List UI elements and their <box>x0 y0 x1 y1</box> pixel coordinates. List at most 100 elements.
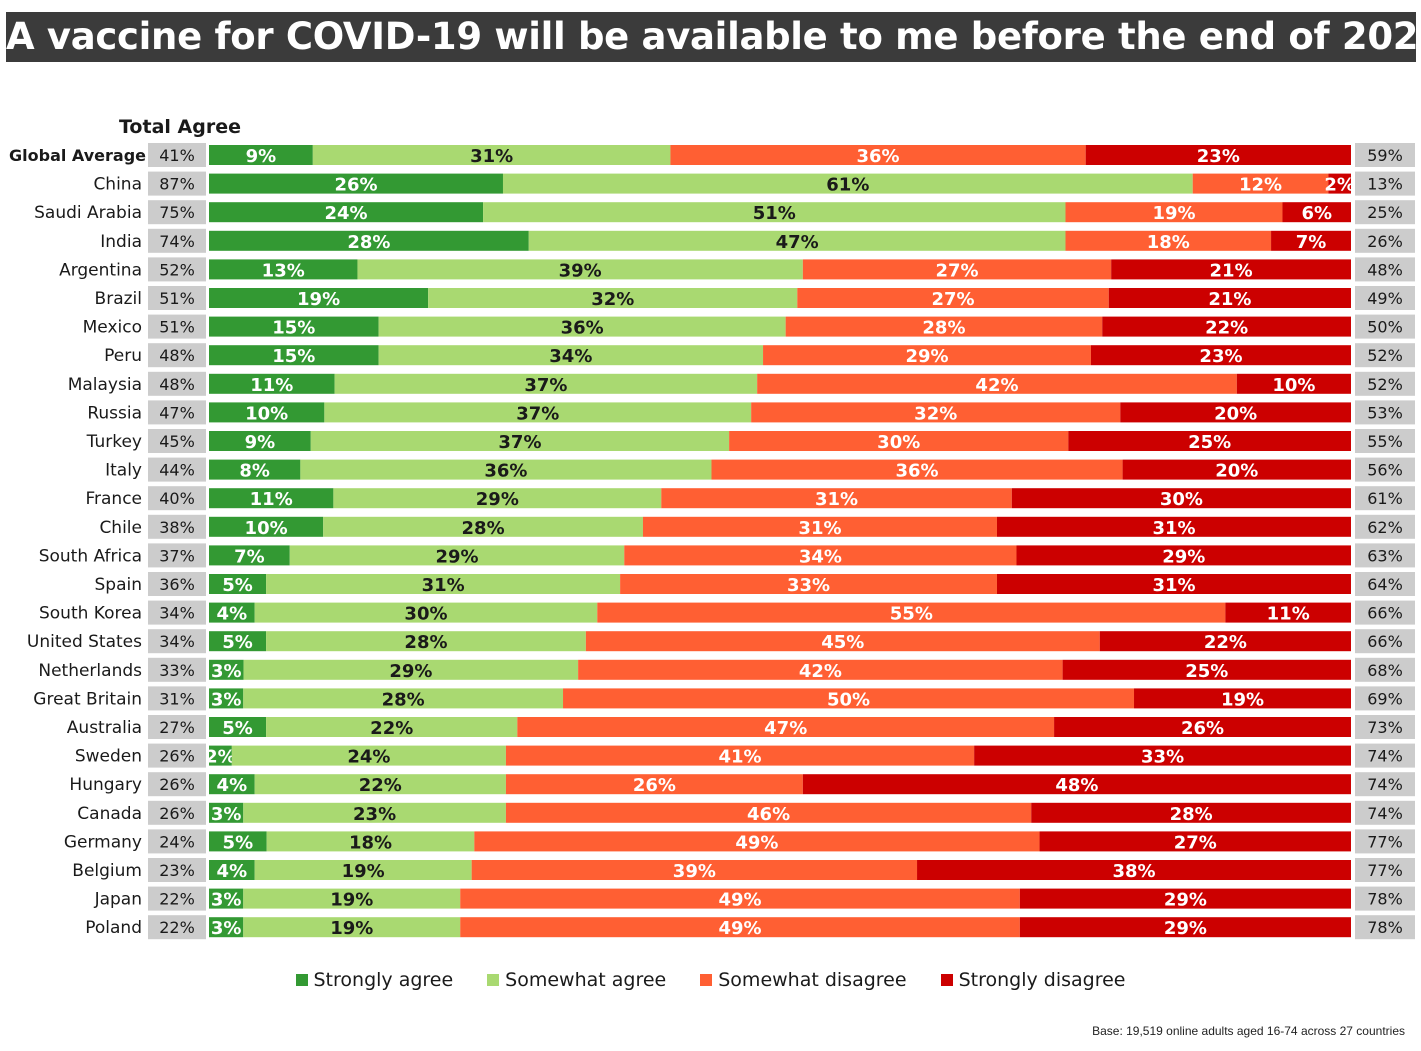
bar-label-somewhat-agree-saudi-arabia: 51% <box>753 203 796 224</box>
bar-label-strongly-disagree-germany: 27% <box>1174 832 1217 853</box>
bar-label-somewhat-agree-spain: 31% <box>422 575 465 596</box>
country-label-united-states: United States <box>27 632 142 652</box>
bar-somewhat-agree-russia <box>324 402 752 423</box>
bar-label-strongly-agree-france: 11% <box>250 489 293 510</box>
country-label-great-britain: Great Britain <box>33 689 142 709</box>
row-sweden: Sweden 26% 74% 2% 24% 41% 33% <box>75 743 1415 768</box>
bar-label-somewhat-agree-france: 29% <box>476 489 519 510</box>
bar-label-somewhat-agree-united-states: 28% <box>404 632 447 653</box>
total-agree-value-india: 74% <box>159 232 195 251</box>
country-label-chile: Chile <box>99 518 142 538</box>
total-disagree-box-argentina <box>1355 257 1415 282</box>
bar-label-strongly-disagree-netherlands: 25% <box>1185 661 1228 682</box>
country-label-argentina: Argentina <box>59 260 142 280</box>
total-agree-box-belgium <box>148 858 206 882</box>
bar-label-strongly-disagree-argentina: 21% <box>1210 260 1253 281</box>
legend-swatch-strongly-disagree <box>940 974 953 986</box>
bar-label-strongly-agree-russia: 10% <box>245 403 288 424</box>
bar-strongly-agree-germany <box>209 831 267 852</box>
total-disagree-value-united-states: 66% <box>1367 632 1403 651</box>
bar-label-somewhat-disagree-saudi-arabia: 19% <box>1152 203 1195 224</box>
total-disagree-value-australia: 73% <box>1367 718 1403 737</box>
chart-area: Total Agree Global Average 41% 59% 9% 31% 36%… <box>9 116 1415 940</box>
total-agree-box-china <box>148 171 206 196</box>
total-agree-value-saudi-arabia: 75% <box>159 203 195 222</box>
bar-label-strongly-agree-chile: 10% <box>245 518 288 539</box>
bar-label-strongly-disagree-japan: 29% <box>1164 890 1207 911</box>
total-disagree-box-brazil <box>1355 286 1415 310</box>
bar-somewhat-disagree-saudi-arabia <box>1065 202 1283 223</box>
country-label-australia: Australia <box>67 718 142 738</box>
bar-label-strongly-agree-global-average: 9% <box>246 146 277 167</box>
bar-strongly-disagree-saudi-arabia <box>1282 202 1351 223</box>
total-agree-value-hungary: 26% <box>159 775 195 794</box>
total-disagree-box-hungary <box>1355 772 1415 797</box>
total-agree-value-south-korea: 34% <box>159 604 195 623</box>
total-agree-value-malaysia: 48% <box>159 375 195 394</box>
bar-label-somewhat-agree-brazil: 32% <box>591 289 634 310</box>
bar-strongly-disagree-sweden <box>974 745 1351 766</box>
bar-somewhat-agree-mexico <box>378 316 786 337</box>
bar-label-strongly-agree-great-britain: 3% <box>211 689 242 710</box>
bar-label-somewhat-agree-germany: 18% <box>349 832 392 853</box>
total-disagree-box-united-states <box>1355 629 1415 654</box>
bar-label-somewhat-disagree-global-average: 36% <box>857 146 900 167</box>
bar-somewhat-disagree-canada <box>505 802 1032 823</box>
bar-somewhat-agree-sweden <box>231 745 506 766</box>
bar-somewhat-disagree-netherlands <box>578 659 1063 680</box>
bar-strongly-disagree-argentina <box>1111 259 1351 280</box>
bar-somewhat-agree-italy <box>300 459 712 480</box>
bar-label-somewhat-disagree-china: 12% <box>1239 175 1282 196</box>
bar-strongly-disagree-japan <box>1019 888 1351 909</box>
bar-strongly-disagree-spain <box>996 574 1351 594</box>
bar-somewhat-agree-belgium <box>254 860 472 880</box>
total-agree-value-argentina: 52% <box>159 260 195 279</box>
bar-label-somewhat-disagree-sweden: 41% <box>718 747 761 768</box>
country-label-japan: Japan <box>94 890 142 910</box>
total-agree-box-russia <box>148 400 206 425</box>
legend-label-somewhat-agree: Somewhat agree <box>505 969 667 991</box>
row-great-britain: Great Britain 31% 69% 3% 28% 50% 19% <box>33 686 1415 711</box>
total-agree-box-sweden <box>148 743 206 768</box>
bar-strongly-agree-poland <box>209 917 244 938</box>
total-disagree-box-global-average <box>1355 143 1415 167</box>
total-disagree-value-brazil: 49% <box>1367 289 1403 308</box>
bar-label-somewhat-disagree-germany: 49% <box>735 832 778 853</box>
country-label-saudi-arabia: Saudi Arabia <box>34 203 142 223</box>
total-disagree-value-turkey: 55% <box>1367 432 1403 451</box>
bar-label-somewhat-agree-south-africa: 29% <box>435 546 478 567</box>
total-agree-value-united-states: 34% <box>159 632 195 651</box>
bar-strongly-agree-france <box>209 488 334 509</box>
legend-label-somewhat-disagree: Somewhat disagree <box>718 969 907 991</box>
total-agree-box-argentina <box>148 257 206 282</box>
row-australia: Australia 27% 73% 5% 22% 47% 26% <box>67 715 1415 739</box>
row-united-states: United States 34% 66% 5% 28% 45% 22% <box>27 629 1415 654</box>
row-peru: Peru 48% 52% 15% 34% 29% 23% <box>104 343 1415 368</box>
total-agree-value-global-average: 41% <box>159 146 195 165</box>
bar-strongly-disagree-south-africa <box>1016 545 1351 566</box>
total-disagree-box-australia <box>1355 715 1415 739</box>
bar-label-strongly-agree-australia: 5% <box>222 718 253 739</box>
total-disagree-box-china <box>1355 171 1415 196</box>
total-agree-value-spain: 36% <box>159 575 195 594</box>
total-agree-box-peru <box>148 343 206 368</box>
total-agree-box-hungary <box>148 772 206 797</box>
bar-strongly-agree-italy <box>209 459 301 480</box>
bar-strongly-disagree-great-britain <box>1134 688 1351 709</box>
country-label-china: China <box>93 175 142 195</box>
total-disagree-box-poland <box>1355 915 1415 940</box>
country-label-turkey: Turkey <box>86 432 142 452</box>
bar-label-strongly-agree-saudi-arabia: 24% <box>324 203 367 224</box>
row-germany: Germany 24% 77% 5% 18% 49% 27% <box>64 829 1415 854</box>
bar-strongly-agree-saudi-arabia <box>209 202 484 223</box>
bar-label-somewhat-disagree-japan: 49% <box>718 890 761 911</box>
bar-strongly-agree-russia <box>209 402 325 423</box>
total-disagree-value-global-average: 59% <box>1367 146 1403 165</box>
row-italy: Italy 44% 56% 8% 36% 36% 20% <box>105 457 1415 482</box>
bar-label-somewhat-agree-russia: 37% <box>516 403 559 424</box>
total-agree-value-australia: 27% <box>159 718 195 737</box>
bar-somewhat-disagree-sweden <box>505 745 975 766</box>
bar-label-somewhat-disagree-chile: 31% <box>798 518 841 539</box>
bar-somewhat-agree-hungary <box>254 774 506 795</box>
row-russia: Russia 47% 53% 10% 37% 32% 20% <box>87 400 1415 425</box>
